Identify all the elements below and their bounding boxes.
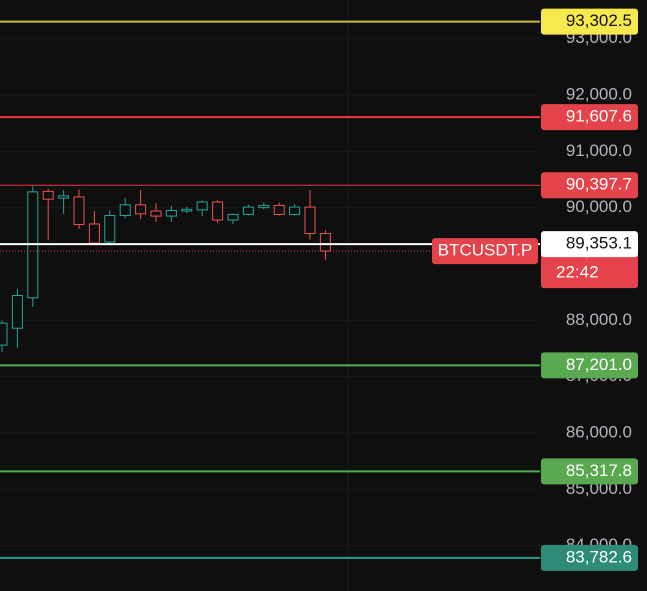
y-tick-label: 88,000.0 (566, 310, 632, 329)
y-tick-label: 92,000.0 (566, 84, 632, 103)
y-tick-label: 90,000.0 (566, 197, 632, 216)
candle-body (119, 204, 131, 217)
candle-body (42, 190, 54, 200)
price-line-label: 85,317.8 (566, 461, 632, 480)
candle-body (150, 210, 162, 217)
price-line-label: 93,302.5 (566, 11, 632, 30)
candle-body (319, 233, 331, 252)
symbol-label-bg (432, 238, 538, 265)
candle-body (0, 322, 8, 346)
candle-body (304, 206, 316, 235)
candle-body (289, 206, 301, 215)
price-line-label: 90,397.7 (566, 175, 632, 194)
price-line-label-bg (541, 352, 638, 379)
candle-body (165, 209, 177, 217)
candle-body (227, 213, 239, 221)
candle-body (104, 215, 116, 243)
price-line-label-bg (541, 231, 638, 258)
y-tick-label: 86,000.0 (566, 422, 632, 441)
candle-body (11, 295, 23, 329)
candle-body (73, 196, 85, 226)
y-tick-label: 91,000.0 (566, 141, 632, 160)
candle-body (58, 195, 70, 199)
price-line-label: 87,201.0 (566, 355, 632, 374)
symbol-label: BTCUSDT.P (438, 241, 532, 260)
price-line-label-bg (541, 172, 638, 199)
price-line-label-bg (541, 544, 638, 571)
price-line-label: 83,782.6 (566, 547, 632, 566)
candle-body (196, 201, 208, 211)
price-line-label: 91,607.6 (566, 107, 632, 126)
countdown-label: 22:42 (556, 263, 599, 282)
price-line-label-bg (541, 104, 638, 131)
candle-body (181, 208, 193, 212)
candle-body (273, 204, 285, 215)
candle-body (88, 223, 100, 244)
price-line-label-bg (541, 458, 638, 485)
candle-body (212, 201, 224, 221)
candle-body (135, 204, 147, 215)
price-line-label-bg (541, 8, 638, 35)
candle-body (242, 206, 254, 215)
price-line-label: 89,353.1 (566, 234, 632, 253)
candle-body (258, 204, 270, 209)
